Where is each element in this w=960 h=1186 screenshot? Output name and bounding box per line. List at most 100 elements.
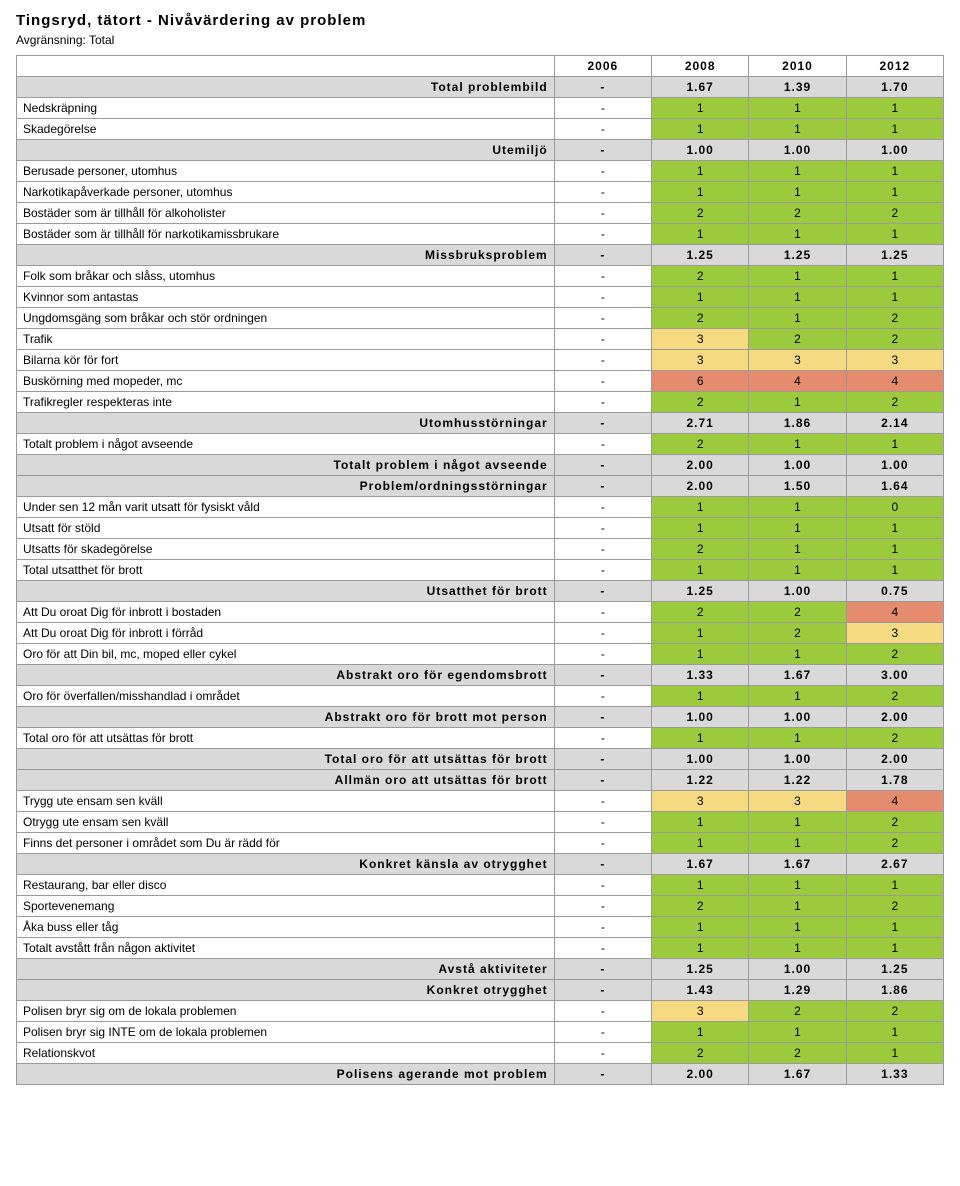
row-label: Totalt avstått från någon aktivitet xyxy=(17,938,555,959)
row-value: - xyxy=(554,413,651,434)
header-row: 2006 2008 2010 2012 xyxy=(17,56,944,77)
row-value: 2 xyxy=(846,1001,943,1022)
table-row: Att Du oroat Dig för inbrott i förråd-12… xyxy=(17,623,944,644)
row-label: Att Du oroat Dig för inbrott i förråd xyxy=(17,623,555,644)
row-value: 3 xyxy=(652,329,749,350)
table-row: Otrygg ute ensam sen kväll-112 xyxy=(17,812,944,833)
row-value: - xyxy=(554,581,651,602)
row-value: 1.43 xyxy=(652,980,749,1001)
page-title: Tingsryd, tätort - Nivåvärdering av prob… xyxy=(16,12,944,29)
row-value: 2 xyxy=(652,266,749,287)
row-value: - xyxy=(554,938,651,959)
row-value: - xyxy=(554,686,651,707)
row-value: 1 xyxy=(749,560,846,581)
row-value: - xyxy=(554,644,651,665)
table-row: Oro för överfallen/misshandlad i området… xyxy=(17,686,944,707)
row-label: Under sen 12 mån varit utsatt för fysisk… xyxy=(17,497,555,518)
row-value: 2.00 xyxy=(652,1064,749,1085)
row-value: 1 xyxy=(749,812,846,833)
row-value: 4 xyxy=(749,371,846,392)
row-value: 1 xyxy=(652,287,749,308)
table-row: Allmän oro att utsättas för brott-1.221.… xyxy=(17,770,944,791)
table-row: Konkret känsla av otrygghet-1.671.672.67 xyxy=(17,854,944,875)
row-value: 1 xyxy=(652,560,749,581)
row-value: 1 xyxy=(652,518,749,539)
row-value: 1 xyxy=(749,119,846,140)
row-value: 2 xyxy=(749,329,846,350)
row-value: 1.50 xyxy=(749,476,846,497)
row-value: - xyxy=(554,140,651,161)
table-row: Trafik-322 xyxy=(17,329,944,350)
row-label: Buskörning med mopeder, mc xyxy=(17,371,555,392)
row-value: 2 xyxy=(749,602,846,623)
table-row: Under sen 12 mån varit utsatt för fysisk… xyxy=(17,497,944,518)
table-row: Åka buss eller tåg-111 xyxy=(17,917,944,938)
row-value: 1.67 xyxy=(652,77,749,98)
row-value: 2 xyxy=(846,896,943,917)
row-value: - xyxy=(554,308,651,329)
table-row: Finns det personer i området som Du är r… xyxy=(17,833,944,854)
row-value: 2 xyxy=(846,203,943,224)
row-label: Kvinnor som antastas xyxy=(17,287,555,308)
row-value: 3.00 xyxy=(846,665,943,686)
row-value: 1.78 xyxy=(846,770,943,791)
row-value: 1 xyxy=(749,392,846,413)
table-row: Skadegörelse-111 xyxy=(17,119,944,140)
row-label: Utomhusstörningar xyxy=(17,413,555,434)
row-label: Polisen bryr sig INTE om de lokala probl… xyxy=(17,1022,555,1043)
row-value: - xyxy=(554,371,651,392)
row-label: Konkret känsla av otrygghet xyxy=(17,854,555,875)
row-value: 1 xyxy=(846,1043,943,1064)
row-value: 2 xyxy=(652,896,749,917)
table-row: Buskörning med mopeder, mc-644 xyxy=(17,371,944,392)
row-value: - xyxy=(554,791,651,812)
table-row: Utsatt för stöld-111 xyxy=(17,518,944,539)
row-label: Narkotikapåverkade personer, utomhus xyxy=(17,182,555,203)
table-row: Polisen bryr sig om de lokala problemen-… xyxy=(17,1001,944,1022)
row-value: 1 xyxy=(749,98,846,119)
row-label: Trafikregler respekteras inte xyxy=(17,392,555,413)
row-value: - xyxy=(554,896,651,917)
table-row: Relationskvot-221 xyxy=(17,1043,944,1064)
table-row: Totalt avstått från någon aktivitet-111 xyxy=(17,938,944,959)
row-value: - xyxy=(554,1001,651,1022)
row-value: 1 xyxy=(846,434,943,455)
row-label: Nedskräpning xyxy=(17,98,555,119)
row-value: 1.00 xyxy=(652,749,749,770)
row-label: Problem/ordningsstörningar xyxy=(17,476,555,497)
row-value: 3 xyxy=(749,350,846,371)
row-label: Avstå aktiviteter xyxy=(17,959,555,980)
row-label: Total utsatthet för brott xyxy=(17,560,555,581)
row-value: - xyxy=(554,161,651,182)
row-value: 1.00 xyxy=(749,959,846,980)
row-label: Allmän oro att utsättas för brott xyxy=(17,770,555,791)
table-row: Problem/ordningsstörningar-2.001.501.64 xyxy=(17,476,944,497)
table-row: Total oro för att utsättas för brott-1.0… xyxy=(17,749,944,770)
row-value: - xyxy=(554,434,651,455)
row-label: Oro för överfallen/misshandlad i området xyxy=(17,686,555,707)
row-value: 0 xyxy=(846,497,943,518)
row-label: Bilarna kör för fort xyxy=(17,350,555,371)
table-row: Missbruksproblem-1.251.251.25 xyxy=(17,245,944,266)
row-value: 1 xyxy=(652,182,749,203)
row-value: - xyxy=(554,98,651,119)
row-value: - xyxy=(554,1022,651,1043)
table-row: Abstrakt oro för egendomsbrott-1.331.673… xyxy=(17,665,944,686)
row-value: 1 xyxy=(652,98,749,119)
table-row: Utemiljö-1.001.001.00 xyxy=(17,140,944,161)
row-value: 1.00 xyxy=(749,581,846,602)
row-value: 1 xyxy=(749,518,846,539)
header-year-2: 2010 xyxy=(749,56,846,77)
row-value: - xyxy=(554,980,651,1001)
table-row: Utomhusstörningar-2.711.862.14 xyxy=(17,413,944,434)
row-value: 1 xyxy=(652,875,749,896)
row-value: 1.70 xyxy=(846,77,943,98)
row-value: 1 xyxy=(749,833,846,854)
row-value: 1 xyxy=(652,623,749,644)
row-value: - xyxy=(554,518,651,539)
row-label: Utsatthet för brott xyxy=(17,581,555,602)
row-label: Polisens agerande mot problem xyxy=(17,1064,555,1085)
row-value: 1 xyxy=(652,497,749,518)
table-row: Att Du oroat Dig för inbrott i bostaden-… xyxy=(17,602,944,623)
row-value: 1 xyxy=(749,308,846,329)
